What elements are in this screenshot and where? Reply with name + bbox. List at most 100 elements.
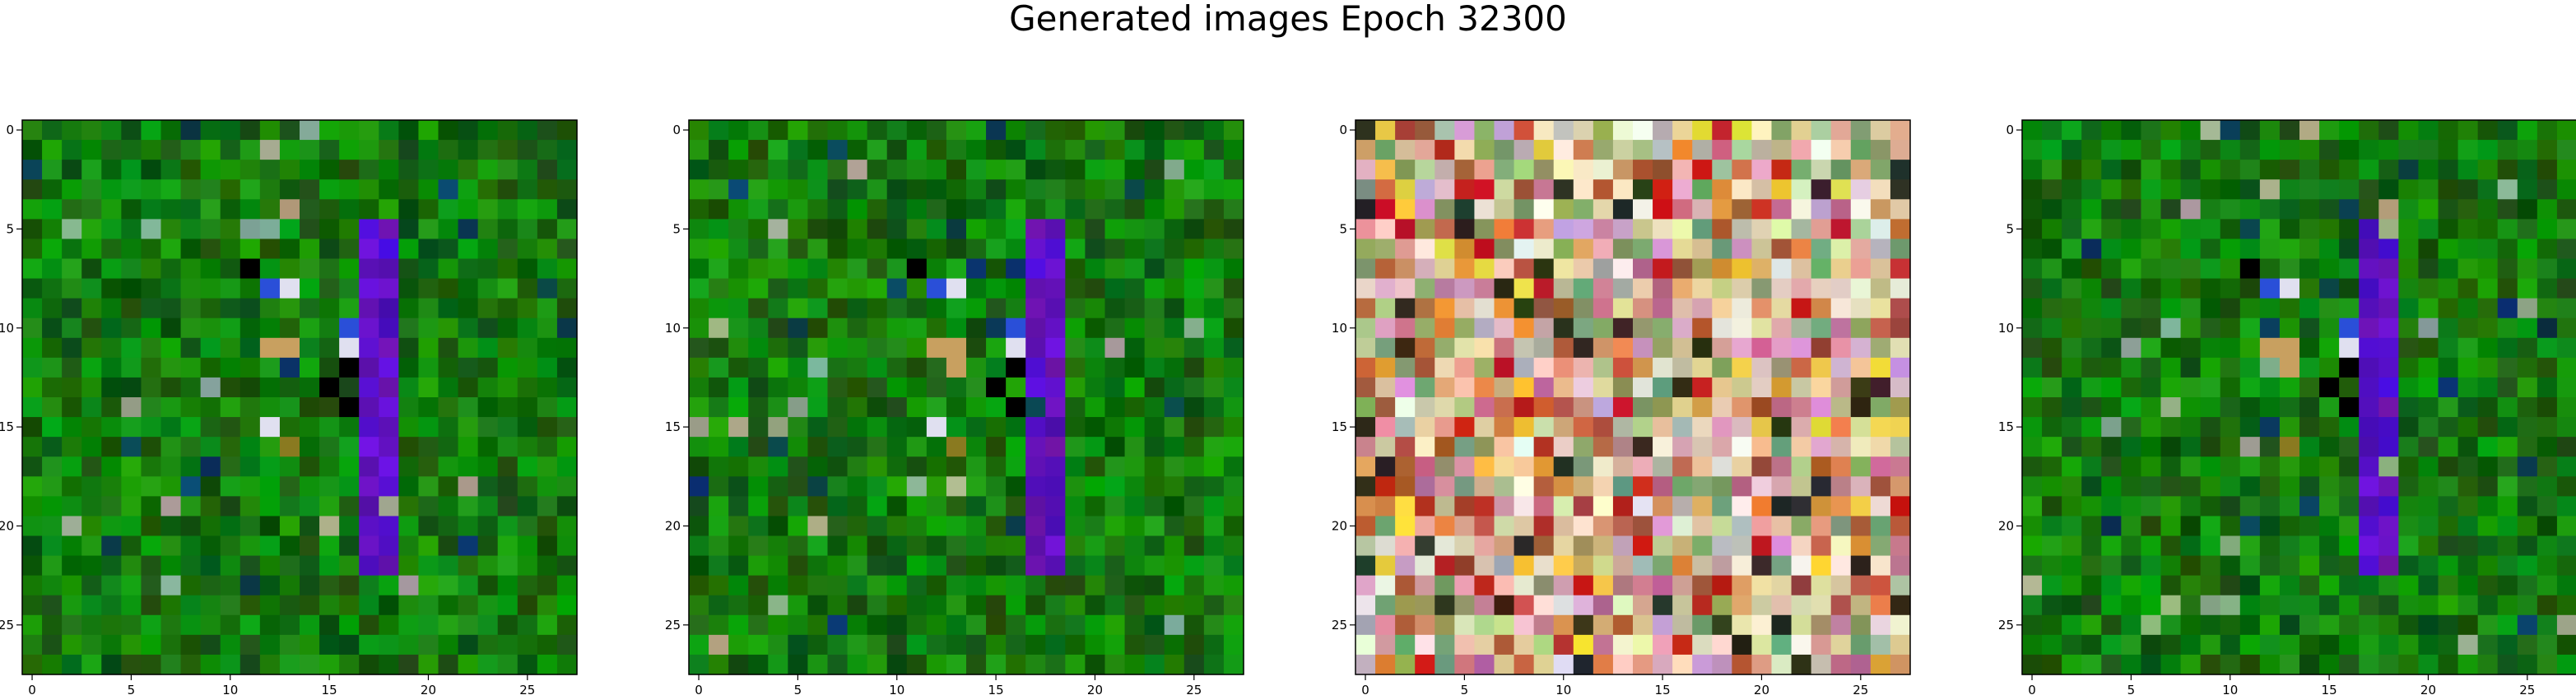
pixel xyxy=(141,278,162,299)
pixel xyxy=(1395,654,1416,675)
pixel xyxy=(1025,476,1046,497)
pixel xyxy=(926,575,947,596)
pixel xyxy=(1183,437,1205,457)
pixel xyxy=(1124,258,1146,280)
pixel xyxy=(1104,258,1126,280)
pixel xyxy=(906,654,928,675)
pixel xyxy=(2477,199,2499,220)
pixel xyxy=(2101,516,2122,537)
pixel xyxy=(2180,258,2202,280)
pixel xyxy=(1454,575,1476,596)
pixel xyxy=(1183,397,1205,418)
pixel xyxy=(1712,575,1732,596)
pixel xyxy=(418,199,439,220)
pixel xyxy=(2339,357,2360,378)
pixel xyxy=(81,317,102,339)
pixel xyxy=(2259,357,2281,378)
pixel xyxy=(279,496,300,517)
pixel xyxy=(1006,417,1026,438)
pixel xyxy=(300,595,320,616)
pixel xyxy=(946,595,967,616)
pixel xyxy=(279,555,300,577)
pixel xyxy=(1183,317,1205,339)
pixel xyxy=(2062,555,2082,577)
pixel xyxy=(1870,535,1891,557)
pixel xyxy=(2378,614,2399,636)
pixel xyxy=(239,397,261,418)
pixel xyxy=(1850,575,1872,596)
pixel xyxy=(2062,417,2082,438)
pixel xyxy=(1065,654,1086,675)
pixel xyxy=(458,476,479,497)
pixel xyxy=(926,278,947,299)
pixel xyxy=(2359,456,2379,477)
pixel xyxy=(101,456,122,477)
pixel xyxy=(2042,516,2062,537)
pixel xyxy=(379,575,399,596)
pixel xyxy=(2160,258,2182,280)
pixel xyxy=(1025,614,1046,636)
pixel xyxy=(1025,239,1046,260)
pixel xyxy=(807,456,829,477)
pixel xyxy=(1712,456,1732,477)
pixel xyxy=(438,634,459,656)
pixel xyxy=(556,555,578,577)
pixel xyxy=(1653,535,1673,557)
pixel xyxy=(748,219,769,240)
pixel xyxy=(807,278,829,299)
pixel xyxy=(1104,417,1126,438)
pixel xyxy=(827,377,849,398)
pixel xyxy=(42,476,63,497)
pixel xyxy=(220,278,241,299)
pixel xyxy=(2497,357,2518,378)
pixel xyxy=(2081,317,2102,339)
pixel xyxy=(2200,337,2221,359)
pixel xyxy=(279,377,300,398)
pixel xyxy=(2239,199,2261,220)
pixel xyxy=(1474,219,1495,240)
pixel xyxy=(926,397,947,418)
pixel xyxy=(239,317,261,339)
pixel xyxy=(2042,595,2062,616)
pixel xyxy=(398,179,420,200)
pixel xyxy=(2477,417,2499,438)
pixel xyxy=(300,417,320,438)
pixel xyxy=(1633,377,1653,398)
pixel xyxy=(1593,417,1614,438)
pixel xyxy=(2141,456,2162,477)
pixel xyxy=(121,239,142,260)
pixel xyxy=(2299,535,2320,557)
x-tick-label: 10 xyxy=(222,683,238,695)
pixel xyxy=(1573,219,1594,240)
pixel xyxy=(906,535,928,557)
pixel xyxy=(847,357,868,378)
pixel xyxy=(259,357,281,378)
pixel xyxy=(2279,140,2300,160)
pixel xyxy=(1771,298,1793,319)
pixel xyxy=(1870,239,1891,260)
pixel xyxy=(81,535,102,557)
pixel xyxy=(2339,160,2360,180)
pixel xyxy=(458,239,479,260)
pixel xyxy=(1355,476,1376,497)
pixel xyxy=(438,614,459,636)
pixel xyxy=(141,140,162,160)
pixel xyxy=(1144,298,1165,319)
pixel xyxy=(1732,535,1753,557)
pixel xyxy=(946,437,967,457)
pixel xyxy=(1355,595,1376,616)
pixel xyxy=(1124,654,1146,675)
pixel xyxy=(886,258,908,280)
pixel xyxy=(1223,417,1244,438)
pixel xyxy=(2141,199,2162,220)
pixel xyxy=(259,278,281,299)
pixel xyxy=(1633,397,1653,418)
pixel xyxy=(2299,179,2320,200)
pixel xyxy=(946,555,967,577)
pixel xyxy=(1573,337,1594,359)
pixel xyxy=(1653,555,1673,577)
pixel xyxy=(1653,456,1673,477)
pixel xyxy=(1494,555,1515,577)
pixel xyxy=(709,337,729,359)
pixel xyxy=(141,614,162,636)
